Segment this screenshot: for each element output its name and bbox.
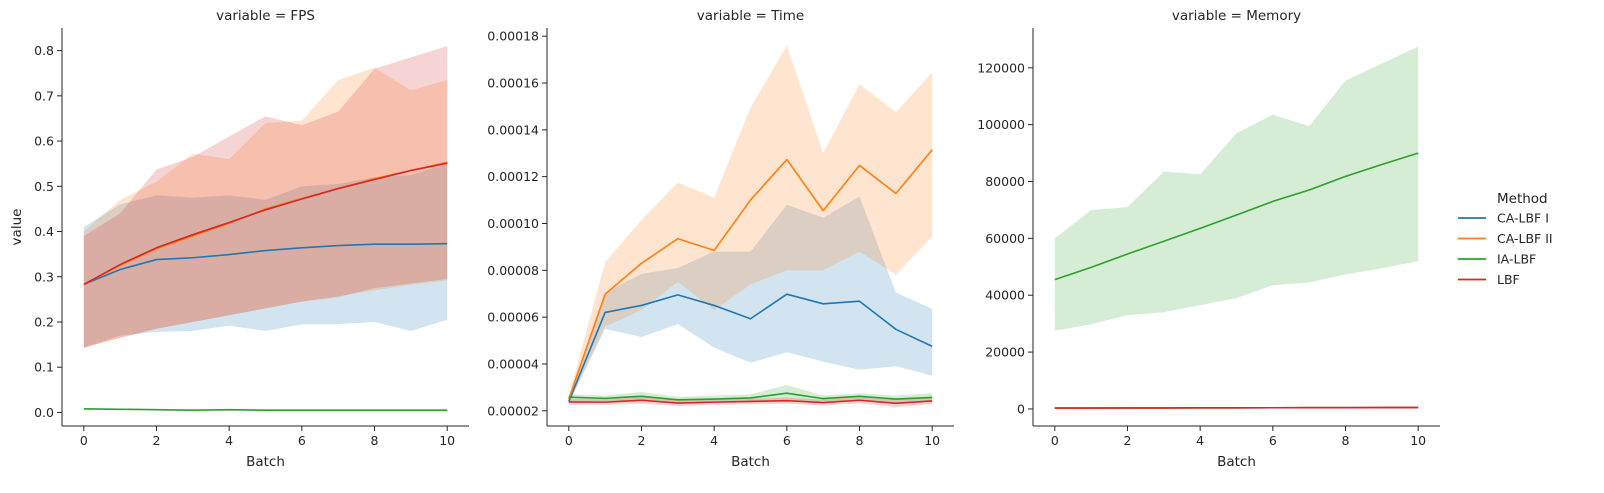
x-tick-label: 2 (153, 433, 161, 448)
panel-variable-time: 0 2 4 6 8 10 0.00002 0.00004 0.00006 0.00008 0.000… (487, 8, 954, 470)
y-tick-label: 40000 (985, 288, 1025, 303)
y-tick-label: 0.00016 (487, 76, 539, 91)
y-tick-label: 0.00008 (487, 263, 539, 278)
confidence-band-lbf (568, 397, 933, 408)
legend: Method CA-LBF I CA-LBF II IA-LBF LBF (1458, 191, 1553, 287)
x-tick-label: 0 (1051, 433, 1059, 448)
y-tick-label: 20000 (985, 345, 1025, 360)
y-tick-label: 0.00002 (487, 403, 539, 418)
legend-label-ca-lbf-i: CA-LBF I (1497, 211, 1549, 226)
confidence-band-lbf (83, 46, 448, 348)
confidence-band-ca-lbf-ii (568, 45, 933, 403)
x-tick-label: 2 (638, 433, 646, 448)
y-tick-label: 0.7 (34, 88, 54, 103)
y-tick-label: 0.00004 (487, 356, 539, 371)
y-tick-label: 0.5 (34, 179, 54, 194)
x-tick-label: 0 (565, 433, 573, 448)
series-line-ia-lbf (83, 408, 448, 411)
series-line-ia-lbf (568, 392, 933, 401)
y-tick-label: 0.00012 (487, 169, 539, 184)
series-line-ca-lbf-ii (568, 149, 933, 400)
x-axis-title: Batch (246, 454, 285, 470)
x-tick-label: 8 (1342, 433, 1350, 448)
confidence-band-ia-lbf (1054, 46, 1419, 331)
x-tick-label: 10 (1410, 433, 1426, 448)
series-line-ca-lbf-i (568, 293, 933, 402)
legend-label-ia-lbf: IA-LBF (1497, 252, 1536, 267)
series-line-ia-lbf (1054, 152, 1419, 281)
series-line-ca-lbf-i (83, 242, 448, 286)
panel-title: variable = Time (697, 8, 804, 24)
y-tick-label: 0.00010 (487, 216, 539, 231)
series-line-lbf (83, 162, 448, 286)
confidence-band-ca-lbf-i (83, 163, 448, 348)
series-line-lbf (568, 399, 933, 405)
x-tick-label: 8 (856, 433, 864, 448)
x-tick-label: 6 (783, 433, 791, 448)
x-axis-title: Batch (731, 454, 770, 470)
x-tick-label: 4 (710, 433, 718, 448)
legend-label-lbf: LBF (1497, 272, 1520, 287)
y-tick-label: 120000 (977, 60, 1025, 75)
legend-label-ca-lbf-ii: CA-LBF II (1497, 231, 1553, 246)
x-tick-label: 0 (80, 433, 88, 448)
y-tick-label: 0.2 (34, 314, 54, 329)
x-tick-label: 4 (225, 433, 233, 448)
y-tick-label: 0.4 (34, 224, 54, 239)
x-tick-label: 10 (924, 433, 940, 448)
y-tick-label: 60000 (985, 231, 1025, 246)
panel-title: variable = Memory (1172, 8, 1301, 24)
x-tick-label: 6 (1269, 433, 1277, 448)
x-axis-title: Batch (1217, 454, 1256, 470)
y-tick-label: 0.00006 (487, 310, 539, 325)
y-tick-label: 100000 (977, 117, 1025, 132)
y-tick-label: 0.00014 (487, 122, 539, 137)
y-tick-label: 0.1 (34, 360, 54, 375)
x-tick-label: 4 (1196, 433, 1204, 448)
legend-title: Method (1497, 191, 1548, 207)
y-tick-label: 0.3 (34, 269, 54, 284)
confidence-band-ca-lbf-ii (83, 67, 448, 348)
y-tick-label: 0 (1017, 401, 1025, 416)
x-tick-label: 6 (298, 433, 306, 448)
confidence-band-ca-lbf-i (568, 196, 933, 404)
series-line-lbf (1054, 406, 1419, 409)
panel-title: variable = FPS (216, 8, 315, 24)
y-tick-label: 0.00018 (487, 29, 539, 44)
y-tick-label: 80000 (985, 174, 1025, 189)
y-axis-title: value (9, 209, 25, 246)
panel-variable-memory: 0 2 4 6 8 10 0 20000 40000 60000 80000 100000 120000… (977, 8, 1440, 470)
y-tick-label: 0.8 (34, 43, 54, 58)
x-tick-label: 8 (371, 433, 379, 448)
x-tick-label: 10 (439, 433, 455, 448)
x-tick-label: 2 (1124, 433, 1132, 448)
y-tick-label: 0.0 (34, 405, 54, 420)
y-tick-label: 0.6 (34, 134, 54, 149)
panel-variable-fps: 0 2 4 6 8 10 0.0 0.1 0.2 0.3 0.4 0.5 0.6 0.7 0.8 variab… (9, 8, 469, 470)
